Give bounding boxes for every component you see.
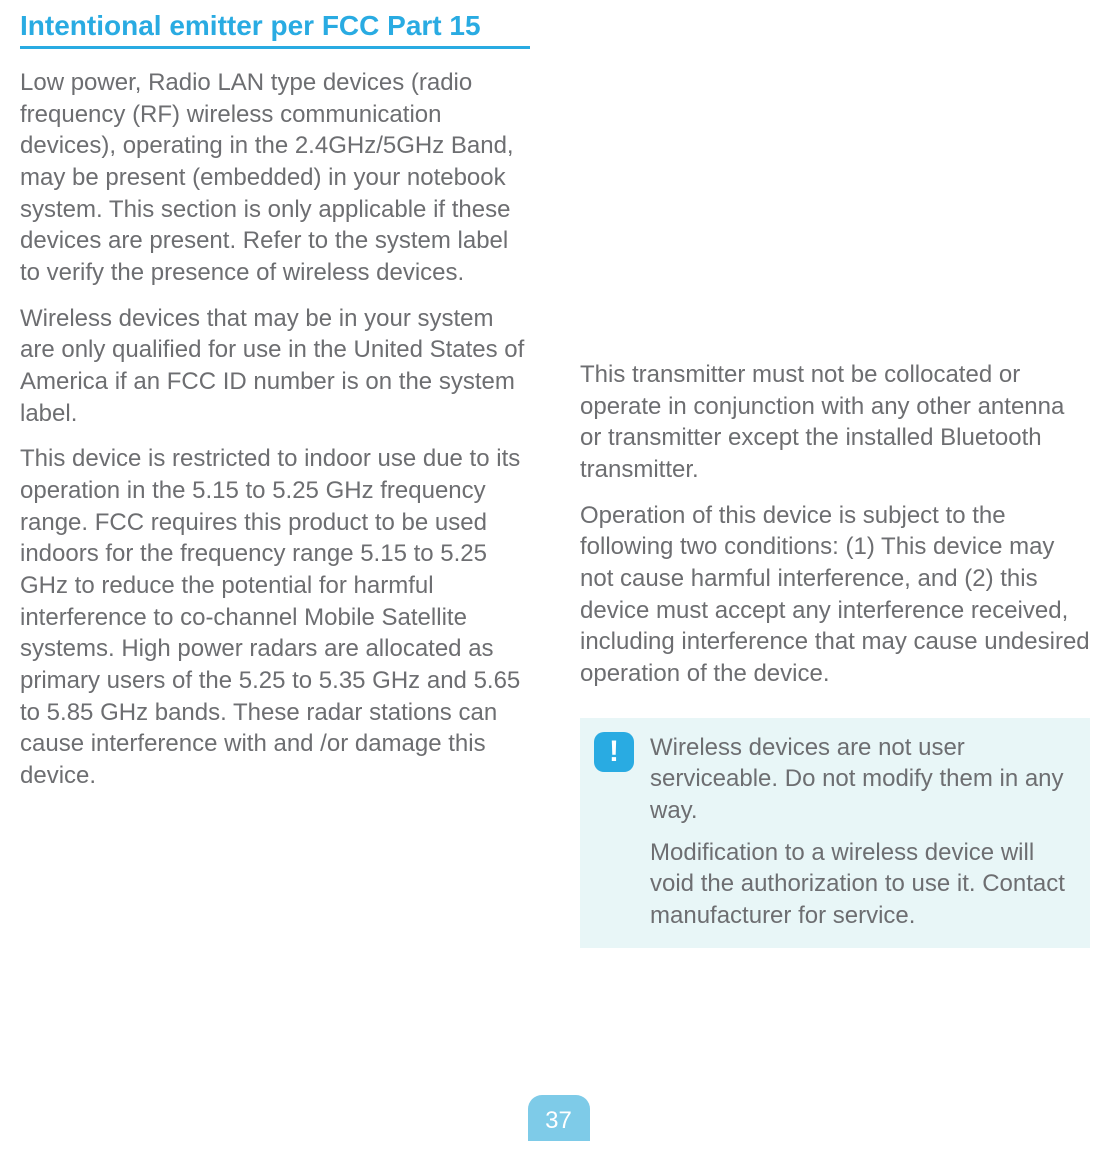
callout-text: Wireless devices are not user serviceabl…: [650, 732, 1074, 932]
paragraph: This transmitter must not be collocated …: [580, 359, 1090, 486]
warning-callout: ! Wireless devices are not user servicea…: [580, 718, 1090, 948]
callout-paragraph: Modification to a wireless device will v…: [650, 837, 1074, 932]
paragraph: This device is restricted to indoor use …: [20, 443, 530, 791]
callout-paragraph: Wireless devices are not user serviceabl…: [650, 732, 1074, 827]
content-columns: Low power, Radio LAN type devices (radio…: [20, 67, 1097, 948]
paragraph: Wireless devices that may be in your sys…: [20, 303, 530, 430]
page-number-badge: 37: [528, 1095, 590, 1141]
section-heading: Intentional emitter per FCC Part 15: [20, 10, 530, 49]
left-column: Low power, Radio LAN type devices (radio…: [20, 67, 530, 948]
paragraph: Operation of this device is subject to t…: [580, 500, 1090, 690]
right-column: This transmitter must not be collocated …: [580, 67, 1090, 948]
paragraph: Low power, Radio LAN type devices (radio…: [20, 67, 530, 289]
warning-icon: !: [594, 732, 634, 772]
